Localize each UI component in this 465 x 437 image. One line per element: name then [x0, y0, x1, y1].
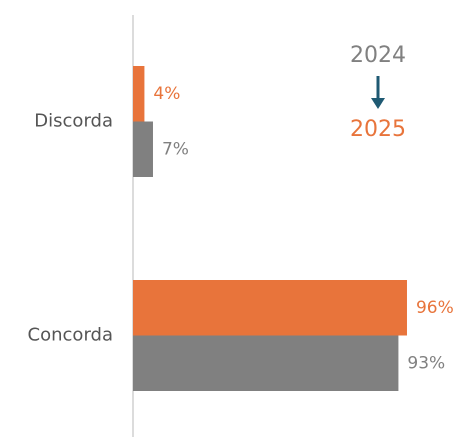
category-label: Discorda: [34, 111, 113, 132]
legend-label: 2025: [350, 117, 406, 142]
value-label: 7%: [162, 139, 189, 159]
bar: [133, 66, 145, 122]
legend-label: 2024: [350, 43, 406, 68]
category-label: Concorda: [28, 325, 113, 346]
legend-arrowhead: [371, 98, 385, 109]
value-label: 4%: [153, 84, 180, 104]
bar: [133, 121, 153, 177]
bar: [133, 335, 399, 391]
value-label: 93%: [407, 353, 445, 373]
value-label: 96%: [416, 298, 454, 318]
bar: [133, 280, 407, 336]
